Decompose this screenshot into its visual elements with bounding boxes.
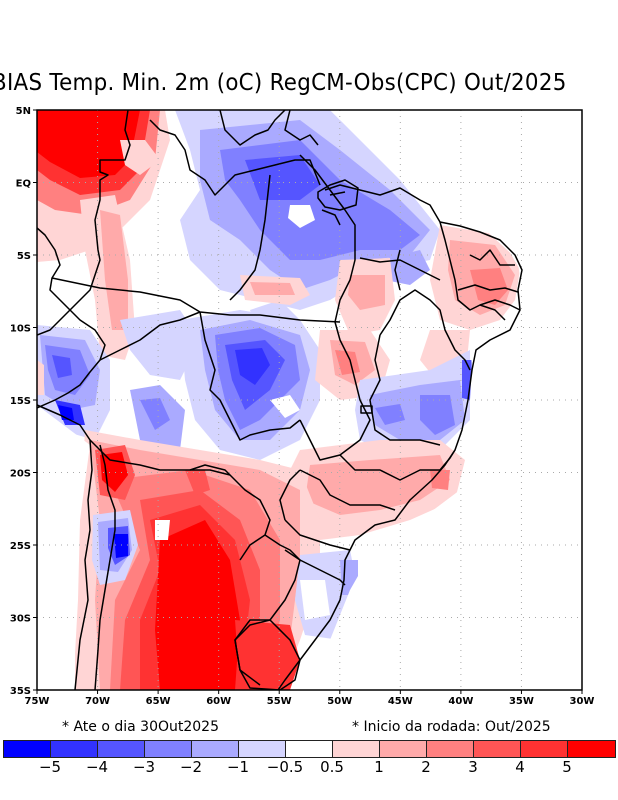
x-tick-label: 55W: [267, 696, 292, 707]
y-tick-label: 10S: [10, 324, 31, 335]
border-venezuela-brazil: [149, 119, 321, 196]
y-tick-label: 15S: [10, 396, 31, 407]
bias-field: [37, 110, 582, 690]
field-mato-grosso-cool: [180, 310, 320, 460]
field-para-warm: [240, 275, 310, 305]
border-paraguay: [189, 464, 271, 561]
border-df: [360, 405, 373, 414]
colorbar-swatch: [521, 741, 568, 757]
border-northeast: [359, 221, 521, 321]
border-andes: [94, 444, 116, 690]
colorbar-swatch: [4, 741, 51, 757]
x-tick-label: 30W: [570, 696, 595, 707]
border-mato-grosso: [199, 311, 301, 441]
field-andes-cool: [92, 510, 170, 585]
colorbar-swatch: [51, 741, 98, 757]
colorbar-level-label: 3: [468, 758, 478, 776]
colorbar-level-label: 5: [562, 758, 572, 776]
border-minas: [339, 449, 456, 481]
colorbar-level-label: 4: [515, 758, 525, 776]
colorbar-level-label: 1: [374, 758, 384, 776]
colorbar-swatch: [333, 741, 380, 757]
colorbar-level-label: 2: [421, 758, 431, 776]
border-uruguay: [234, 619, 301, 690]
y-tick-label: 35S: [10, 686, 31, 697]
colorbar-swatch: [239, 741, 286, 757]
field-north-atlantic: [330, 110, 582, 205]
colorbar-level-label: −0.5: [266, 758, 304, 776]
colorbar-swatch: [286, 741, 333, 757]
colorbar-swatch: [568, 741, 615, 757]
note-run-start: * Inicio da rodada: Out/2025: [352, 719, 551, 735]
field-pacific-ocean: [37, 405, 90, 690]
x-tick-label: 40W: [448, 696, 473, 707]
field-nw-warm: [37, 110, 170, 360]
colorbar-level-label: −4: [85, 758, 109, 776]
y-tick-label: 5N: [16, 106, 31, 117]
field-bolivia-cool: [37, 310, 200, 460]
colorbar-swatch: [145, 741, 192, 757]
colorbar-swatch: [427, 741, 474, 757]
colorbar-swatch: [98, 741, 145, 757]
chart-title: BIAS Temp. Min. 2m (oC) RegCM-Obs(CPC) O…: [0, 70, 567, 96]
political-boundaries: [37, 110, 523, 690]
x-tick-label: 75W: [25, 696, 50, 707]
border-guyanas: [219, 110, 319, 146]
x-tick-label: 60W: [206, 696, 231, 707]
y-axis: 35S 30S 25S 20S 15S 10S 5S EQ 5N: [10, 106, 37, 697]
colorbar-level-label: 0.5: [320, 758, 344, 776]
note-end-date: * Ate o dia 30Out2025: [62, 719, 219, 735]
field-bahia-cool: [355, 350, 472, 455]
colorbar-swatch: [192, 741, 239, 757]
field-southern-cone-warm: [75, 430, 320, 690]
y-tick-label: EQ: [16, 179, 31, 190]
border-bahia: [369, 289, 471, 446]
colorbar-swatch: [474, 741, 521, 757]
field-atlantic-ocean: [320, 175, 582, 690]
y-tick-label: 5S: [17, 251, 31, 262]
colorbar-level-label: −5: [38, 758, 62, 776]
colorbar-swatch: [380, 741, 427, 757]
border-para: [229, 154, 356, 323]
x-tick-label: 45W: [388, 696, 413, 707]
x-tick-label: 35W: [509, 696, 534, 707]
colorbar: [3, 740, 616, 758]
border-goias: [299, 321, 371, 461]
colorbar-level-label: −1: [226, 758, 250, 776]
border-north: [37, 110, 131, 336]
y-tick-label: 25S: [10, 541, 31, 552]
x-tick-label: 50W: [327, 696, 352, 707]
bias-map: 75W 70W 65W 60W 55W 50W 45W 40W 35W 30W 35S 30S 25S…: [10, 106, 595, 707]
border-sao-paulo: [279, 469, 396, 521]
border-parana-sc: [284, 519, 351, 586]
colorbar-level-label: −3: [132, 758, 156, 776]
x-axis: 75W 70W 65W 60W 55W 50W 45W 40W 35W 30W: [25, 690, 595, 707]
colorbar-level-label: −2: [179, 758, 203, 776]
x-tick-label: 65W: [146, 696, 171, 707]
y-tick-label: 30S: [10, 614, 31, 625]
y-tick-label: 20S: [10, 469, 31, 480]
x-tick-label: 70W: [85, 696, 110, 707]
graticule: [37, 110, 582, 690]
